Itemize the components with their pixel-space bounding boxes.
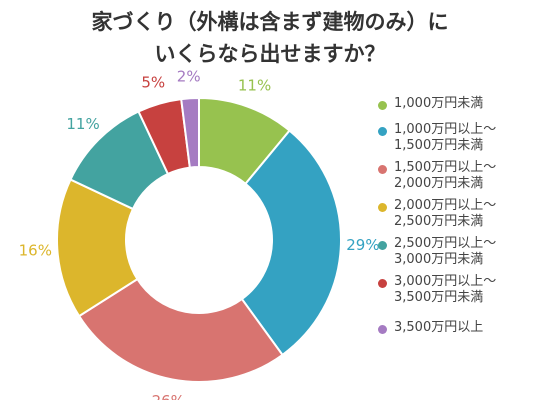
legend-item-6: 3,000万円以上〜 3,500万円未満 xyxy=(378,274,538,306)
legend-item-7: 3,500万円以上 xyxy=(378,320,538,336)
legend-item-2: 1,000万円以上〜 1,500万円未満 xyxy=(378,122,538,154)
donut-slice-2 xyxy=(240,129,342,357)
legend-item-4: 2,000万円以上〜 2,500万円未満 xyxy=(378,198,538,230)
legend-label-2: 1,000万円以上〜 1,500万円未満 xyxy=(394,122,497,153)
donut-slice-7 xyxy=(180,96,200,169)
legend-label-1: 1,000万円未満 xyxy=(394,96,484,111)
legend-swatch-2 xyxy=(378,127,387,136)
legend-label-4: 2,000万円以上〜 2,500万円未満 xyxy=(394,198,497,229)
legend-label-5: 2,500万円以上〜 3,000万円未満 xyxy=(394,236,497,267)
legend-swatch-6 xyxy=(378,279,387,288)
legend-swatch-3 xyxy=(378,165,387,174)
slice-value-label-1: 11% xyxy=(238,77,271,95)
slice-value-label-2: 29% xyxy=(346,236,379,254)
chart-title-line-1: 家づくり（外構は含まず建物のみ）に xyxy=(91,10,449,34)
slice-value-label-6: 5% xyxy=(141,74,165,92)
slice-value-label-4: 16% xyxy=(19,241,52,259)
donut-slice-3 xyxy=(77,277,284,383)
legend-swatch-4 xyxy=(378,203,387,212)
slice-value-label-5: 11% xyxy=(66,115,99,133)
legend-item-1: 1,000万円未満 xyxy=(378,96,538,112)
legend-label-6: 3,000万円以上〜 3,500万円未満 xyxy=(394,274,497,305)
chart-title: 家づくり（外構は含まず建物のみ）に いくらなら出せますか？ xyxy=(0,6,540,70)
legend-swatch-1 xyxy=(378,101,387,110)
legend-swatch-5 xyxy=(378,241,387,250)
chart-title-line-2: いくらなら出せますか？ xyxy=(154,42,386,66)
legend-label-3: 1,500万円以上〜 2,000万円未満 xyxy=(394,160,497,191)
slice-value-label-3: 26% xyxy=(152,392,185,400)
legend-item-3: 1,500万円以上〜 2,000万円未満 xyxy=(378,160,538,192)
legend-item-5: 2,500万円以上〜 3,000万円未満 xyxy=(378,236,538,268)
legend-swatch-7 xyxy=(378,325,387,334)
slice-value-label-7: 2% xyxy=(177,67,201,85)
legend-label-7: 3,500万円以上 xyxy=(394,320,484,335)
